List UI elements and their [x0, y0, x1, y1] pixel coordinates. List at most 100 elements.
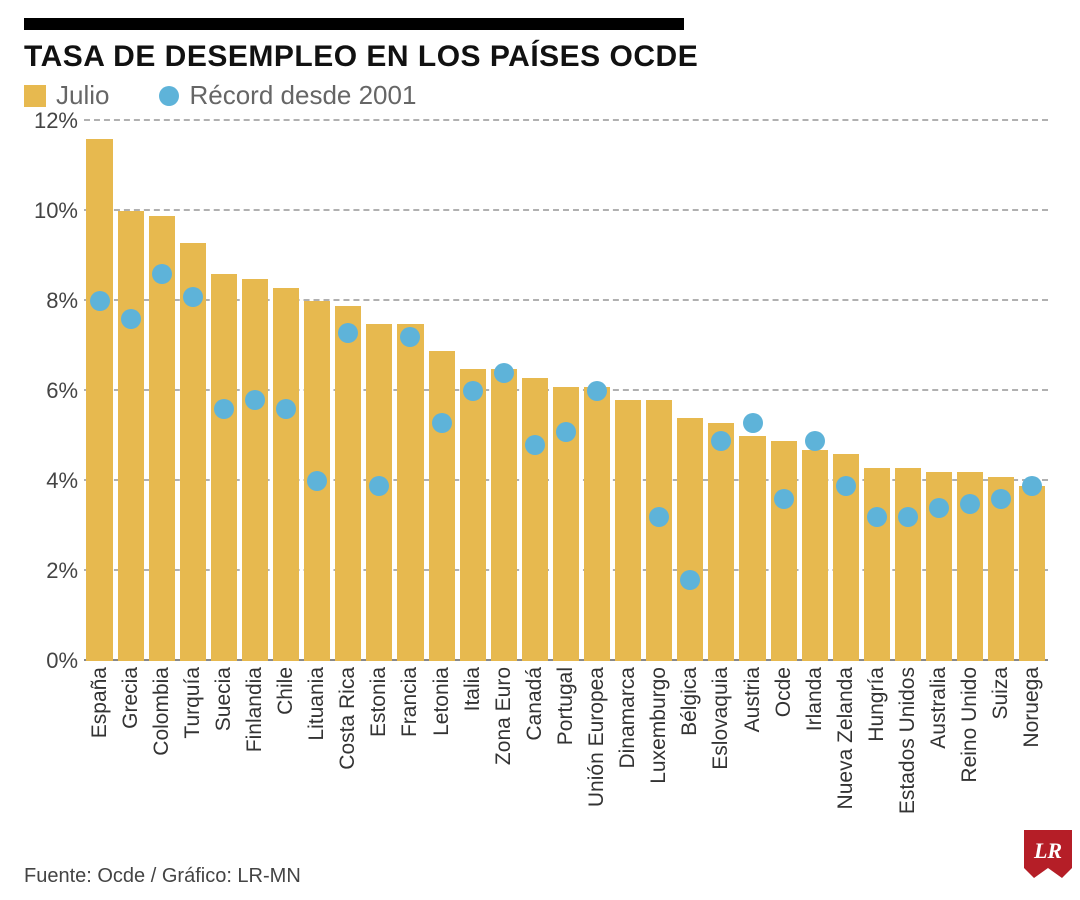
chart-legend: Julio Récord desde 2001 — [24, 80, 1056, 111]
record-dot — [556, 422, 576, 442]
bar — [895, 468, 921, 662]
record-dot — [587, 381, 607, 401]
bar-slot — [582, 387, 613, 662]
bar-slot — [239, 279, 270, 662]
record-dot — [152, 264, 172, 284]
bar-slot — [768, 441, 799, 662]
x-axis-label: Ocde — [772, 667, 796, 717]
bar-slot — [519, 378, 550, 662]
legend-item-dot: Récord desde 2001 — [159, 80, 416, 111]
x-axis-label: Chile — [274, 667, 298, 715]
bar-slot — [208, 274, 239, 661]
x-axis-label: Suecia — [212, 667, 236, 731]
bar-slot — [302, 301, 333, 661]
bar-slot — [675, 418, 706, 661]
record-dot — [432, 413, 452, 433]
record-dot — [525, 435, 545, 455]
record-dot — [929, 498, 949, 518]
bar-slot — [1017, 486, 1048, 662]
x-axis-label: Turquía — [181, 667, 205, 739]
bar — [397, 324, 423, 662]
top-rule — [24, 18, 684, 30]
chart-source: Fuente: Ocde / Gráfico: LR-MN — [24, 865, 301, 888]
bar — [211, 274, 237, 661]
bar-slot — [737, 436, 768, 661]
bar-slot — [84, 139, 115, 661]
x-axis-label: Estados Unidos — [896, 667, 920, 814]
bar-slot — [644, 400, 675, 661]
bar — [335, 306, 361, 662]
x-axis-label: Letonia — [430, 667, 454, 736]
record-dot — [214, 399, 234, 419]
record-dot — [307, 471, 327, 491]
bar — [460, 369, 486, 662]
bar — [491, 369, 517, 662]
bar-slot — [177, 243, 208, 662]
bar — [677, 418, 703, 661]
bar-slot — [271, 288, 302, 662]
x-axis-label: Luxemburgo — [647, 667, 671, 784]
legend-bar-label: Julio — [56, 80, 109, 111]
x-axis-label: Suiza — [989, 667, 1013, 720]
chart-title: TASA DE DESEMPLEO EN LOS PAÍSES OCDE — [24, 40, 1056, 74]
x-axis-label: Reino Unido — [958, 667, 982, 783]
y-axis-label: 0% — [24, 648, 78, 674]
bar-slot — [613, 400, 644, 661]
svg-text:LR: LR — [1033, 838, 1062, 863]
x-axis-label: Portugal — [554, 667, 578, 745]
x-axis-label: Eslovaquia — [709, 667, 733, 770]
x-axis-label: Estonia — [367, 667, 391, 737]
x-axis-label: Grecia — [119, 667, 143, 729]
x-axis-label: Noruega — [1020, 667, 1044, 748]
record-dot — [680, 570, 700, 590]
bar-slot — [924, 472, 955, 661]
x-axis-label: Lituania — [305, 667, 329, 741]
x-axis-label: Colombia — [150, 667, 174, 756]
legend-dot-swatch — [159, 86, 179, 106]
record-dot — [121, 309, 141, 329]
publisher-logo: LR — [1022, 828, 1074, 880]
bar-slot — [333, 306, 364, 662]
bar — [584, 387, 610, 662]
bar — [1019, 486, 1045, 662]
y-axis-label: 10% — [24, 198, 78, 224]
x-axis-label: Francia — [398, 667, 422, 737]
x-axis-label: Nueva Zelanda — [834, 667, 858, 809]
record-dot — [898, 507, 918, 527]
record-dot — [991, 489, 1011, 509]
bar — [429, 351, 455, 662]
record-dot — [743, 413, 763, 433]
bar-slot — [799, 450, 830, 662]
x-axis-label: Irlanda — [803, 667, 827, 731]
record-dot — [494, 363, 514, 383]
bar — [646, 400, 672, 661]
bar — [118, 211, 144, 661]
record-dot — [183, 287, 203, 307]
legend-item-bar: Julio — [24, 80, 109, 111]
legend-dot-label: Récord desde 2001 — [189, 80, 416, 111]
record-dot — [867, 507, 887, 527]
bar — [708, 423, 734, 662]
bar — [615, 400, 641, 661]
x-axis-label: Hungría — [865, 667, 889, 742]
bar-slot — [830, 454, 861, 661]
record-dot — [711, 431, 731, 451]
bar — [522, 378, 548, 662]
y-axis-label: 2% — [24, 558, 78, 584]
bar — [771, 441, 797, 662]
bar-slot — [457, 369, 488, 662]
record-dot — [338, 323, 358, 343]
x-axis-label: Dinamarca — [616, 667, 640, 769]
y-axis-label: 6% — [24, 378, 78, 404]
bar-slot — [364, 324, 395, 662]
bar — [802, 450, 828, 662]
x-axis-label: Australia — [927, 667, 951, 749]
bar — [739, 436, 765, 661]
y-axis-label: 4% — [24, 468, 78, 494]
record-dot — [276, 399, 296, 419]
record-dot — [463, 381, 483, 401]
x-axis-label: Austria — [741, 667, 765, 732]
record-dot — [90, 291, 110, 311]
x-axis-label: Costa Rica — [336, 667, 360, 770]
x-axis-label: Bélgica — [678, 667, 702, 736]
